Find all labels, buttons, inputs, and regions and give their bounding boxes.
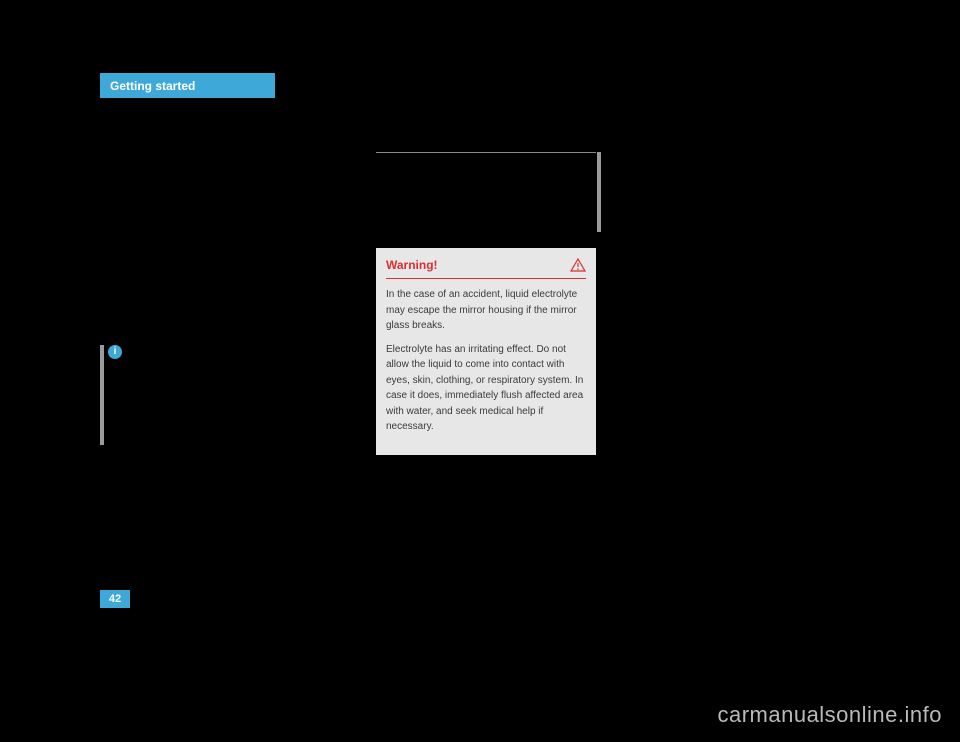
section-tab-label: Getting started [110, 79, 195, 93]
warning-box: Warning! In the case of an accident, liq… [376, 248, 596, 455]
page-number-value: 42 [109, 593, 121, 605]
note-side-rule [597, 152, 601, 232]
warning-header: Warning! [376, 248, 596, 278]
warning-paragraph: Electrolyte has an irritating effect. Do… [386, 342, 586, 435]
warning-triangle-icon [570, 258, 586, 272]
warning-paragraph: In the case of an accident, liquid elect… [386, 287, 586, 334]
info-icon-symbol: i [114, 346, 117, 357]
section-tab-underline [100, 95, 275, 98]
warning-title: Warning! [386, 258, 438, 272]
info-sidebar-rule [100, 345, 104, 445]
page-number: 42 [100, 590, 130, 608]
note-top-rule [376, 152, 596, 153]
watermark-text: carmanualsonline.info [717, 702, 942, 728]
warning-divider [386, 278, 586, 279]
manual-page: Getting started i Warning! In the case o… [0, 0, 960, 742]
warning-body: In the case of an accident, liquid elect… [376, 287, 596, 455]
info-icon: i [108, 345, 122, 359]
